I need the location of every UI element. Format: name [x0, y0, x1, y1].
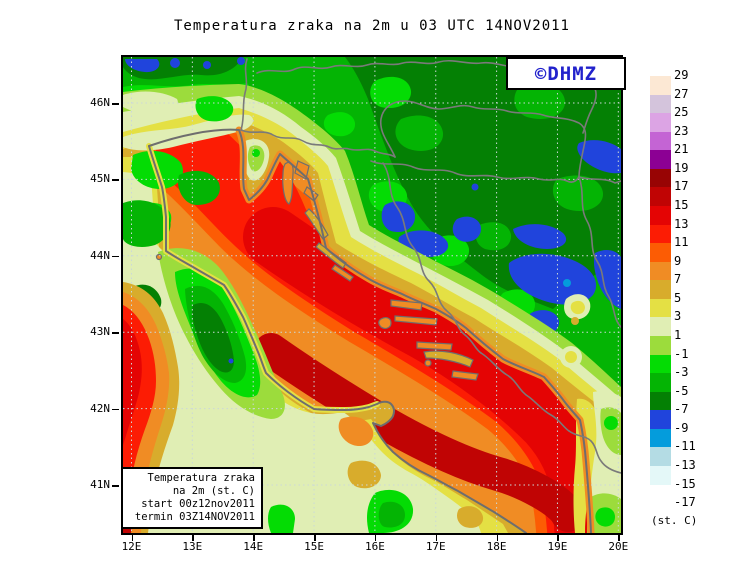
colorbar-label: 23	[674, 123, 689, 138]
lon-label: 13E	[182, 540, 203, 553]
lon-label: 12E	[121, 540, 142, 553]
colorbar-block	[650, 391, 671, 411]
colorbar-label: -9	[674, 420, 689, 435]
lon-label: 18E	[486, 540, 507, 553]
colorbar-block	[650, 335, 671, 355]
colorbar-label: 11	[674, 235, 689, 250]
colorbar-label: 7	[674, 272, 682, 287]
colorbar-block	[650, 298, 671, 318]
colorbar-block	[650, 205, 671, 225]
graticule-layer	[123, 57, 621, 533]
colorbar-label: 27	[674, 86, 689, 101]
colorbar-label: 29	[674, 68, 689, 82]
run-info-box: Temperatura zraka na 2m (st. C) start 00…	[121, 467, 263, 529]
colorbar-block	[650, 94, 671, 114]
colorbar-label: 25	[674, 105, 689, 120]
colorbar-block	[650, 243, 671, 262]
colorbar-block	[650, 428, 671, 448]
colorbar-label: -3	[674, 365, 689, 380]
colorbar-label: 17	[674, 179, 689, 194]
colorbar-label: 1	[674, 327, 682, 342]
lon-label: 16E	[364, 540, 385, 553]
colorbar-block	[650, 131, 671, 151]
lat-label: 41N	[90, 478, 110, 491]
colorbar-block	[650, 280, 671, 299]
colorbar-label: -11	[674, 439, 696, 454]
dhmz-logo-box: ©DHMZ	[506, 57, 626, 90]
lon-label: 14E	[243, 540, 264, 553]
colorbar-label: -7	[674, 402, 689, 417]
colorbar-label: 19	[674, 160, 689, 175]
lat-label: 46N	[90, 96, 110, 109]
weather-map-svg	[123, 57, 621, 533]
colorbar-label: -17	[674, 495, 696, 510]
lon-tick	[557, 535, 559, 541]
colorbar-block	[650, 317, 671, 336]
lat-tick	[112, 255, 119, 258]
lat-label: 44N	[90, 248, 110, 262]
lat-label: 43N	[90, 325, 110, 339]
lat-tick	[112, 103, 119, 105]
lon-tick	[253, 535, 255, 541]
colorbar-block	[650, 465, 671, 485]
lon-tick	[192, 535, 194, 541]
lon-tick	[374, 535, 377, 541]
map-frame	[121, 55, 623, 535]
colorbar-block	[650, 224, 671, 244]
colorbar-block	[650, 261, 671, 281]
colorbar-block	[650, 76, 671, 95]
lat-label: 42N	[90, 401, 110, 415]
info-line-level: na 2m (st. C)	[172, 485, 255, 497]
colorbar-label: 21	[674, 142, 689, 157]
colorbar-label: -5	[674, 383, 689, 398]
lat-tick	[112, 408, 119, 411]
lon-tick	[496, 535, 499, 541]
lat-tick	[112, 332, 119, 334]
colorbar-label: 9	[674, 253, 682, 268]
colorbar-unit: (st. C)	[651, 514, 698, 527]
colorbar-block	[650, 447, 671, 466]
colorbar-block	[650, 150, 671, 169]
info-line-variable: Temperatura zraka	[147, 472, 255, 484]
colorbar-label: -15	[674, 476, 696, 491]
lat-tick	[112, 179, 119, 181]
colorbar-block	[650, 410, 671, 429]
colorbar-block	[650, 354, 671, 374]
colorbar-block	[650, 187, 671, 206]
lon-label: 19E	[547, 540, 568, 553]
colorbar-block	[650, 168, 671, 188]
page-title: Temperatura zraka na 2m u 03 UTC 14NOV20…	[173, 18, 570, 34]
lon-tick	[435, 535, 438, 541]
lon-label: 15E	[304, 540, 324, 553]
dhmz-logo-text: ©DHMZ	[534, 62, 598, 85]
lon-tick	[618, 535, 620, 541]
colorbar-label: 5	[674, 290, 682, 305]
lon-tick	[131, 535, 133, 541]
colorbar-block	[650, 484, 671, 504]
colorbar-block	[650, 373, 671, 392]
colorbar-label: -1	[674, 346, 689, 361]
lat-tick	[112, 485, 119, 487]
lat-label: 45N	[90, 172, 110, 186]
colorbar-label: 13	[674, 216, 689, 231]
colorbar-block	[650, 113, 671, 132]
info-line-start: start 00z12nov2011	[141, 498, 255, 510]
coastline-layer	[148, 128, 592, 533]
cold-pockets-layer	[125, 57, 621, 335]
colorbar-label: -13	[674, 457, 696, 472]
colorbar-label: 15	[674, 197, 689, 212]
lon-label: 20E	[608, 540, 629, 553]
colorbar-label: 3	[674, 309, 682, 324]
lon-tick	[314, 535, 316, 541]
lon-label: 17E	[425, 540, 446, 553]
info-line-termin: termin 03Z14NOV2011	[134, 511, 255, 523]
